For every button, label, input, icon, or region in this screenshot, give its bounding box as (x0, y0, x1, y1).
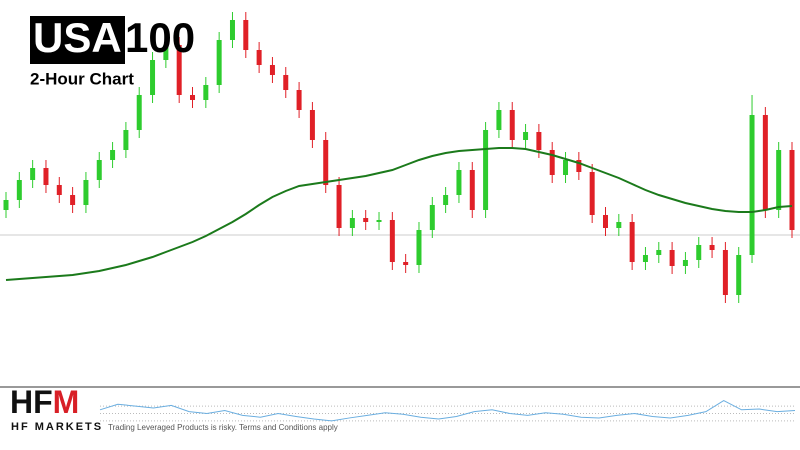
candle-body (243, 20, 249, 50)
candle-body (3, 200, 9, 210)
logo-part: HF (10, 384, 53, 420)
candle-body (363, 218, 369, 222)
candle-body (669, 250, 675, 266)
candle-body (629, 222, 635, 262)
candle-body (163, 45, 169, 60)
candle-body (416, 230, 422, 265)
logo-part: M (53, 384, 80, 420)
subtitle: 2-Hour Chart (30, 69, 134, 88)
candle-body (83, 180, 89, 205)
candle-body (123, 130, 129, 150)
candle-body (30, 168, 36, 180)
logo: HFM (10, 384, 79, 420)
candle-body (563, 160, 569, 175)
candle-body (323, 140, 329, 185)
candle-body (749, 115, 755, 255)
candle-body (403, 262, 409, 265)
candle-body (509, 110, 515, 140)
candle-body (256, 50, 262, 65)
candle-body (736, 255, 742, 295)
candle-body (70, 195, 76, 205)
tagline: HF MARKETS (11, 421, 103, 433)
title-highlight: USA (33, 14, 122, 61)
candle-body (523, 132, 529, 140)
candle-body (150, 60, 156, 95)
candle-body (136, 95, 142, 130)
candle-body (762, 115, 768, 210)
candle-body (616, 222, 622, 228)
title-box (30, 16, 125, 64)
plot-area (0, 12, 800, 422)
candle-body (389, 220, 395, 262)
candle-body (709, 245, 715, 250)
candle-body (229, 20, 235, 40)
candle-body (110, 150, 116, 160)
candle-body (483, 130, 489, 210)
candle-body (56, 185, 62, 195)
candle-body (789, 150, 795, 230)
candle-body (469, 170, 475, 210)
title-rest: 100 (125, 14, 195, 61)
candle-body (16, 180, 22, 200)
candle-body (203, 85, 209, 100)
candle-body (722, 250, 728, 295)
candle-body (536, 132, 542, 150)
candle-body (682, 260, 688, 266)
candle-body (296, 90, 302, 110)
moving-average (5, 147, 793, 281)
candle-body (456, 170, 462, 195)
candle-body (309, 110, 315, 140)
candle-body (549, 150, 555, 175)
candle-body (696, 245, 702, 260)
candle-body (429, 205, 435, 230)
candle-body (642, 255, 648, 262)
candle-body (283, 75, 289, 90)
candle-body (349, 218, 355, 228)
candle-body (376, 220, 382, 222)
candle-body (96, 160, 102, 180)
candle-body (656, 250, 662, 255)
candle-body (443, 195, 449, 205)
candle-body (602, 215, 608, 228)
candle-body (43, 168, 49, 185)
candle-body (216, 40, 222, 85)
candle-body (269, 65, 275, 75)
indicator-line (99, 399, 796, 422)
candle-body (496, 110, 502, 130)
candle-body (336, 185, 342, 228)
candle-body (776, 150, 782, 210)
candle-body (176, 45, 182, 95)
disclaimer: Trading Leveraged Products is risky. Ter… (108, 423, 338, 432)
candle-body (190, 95, 196, 100)
candle-body (576, 160, 582, 172)
candle-body (589, 172, 595, 215)
